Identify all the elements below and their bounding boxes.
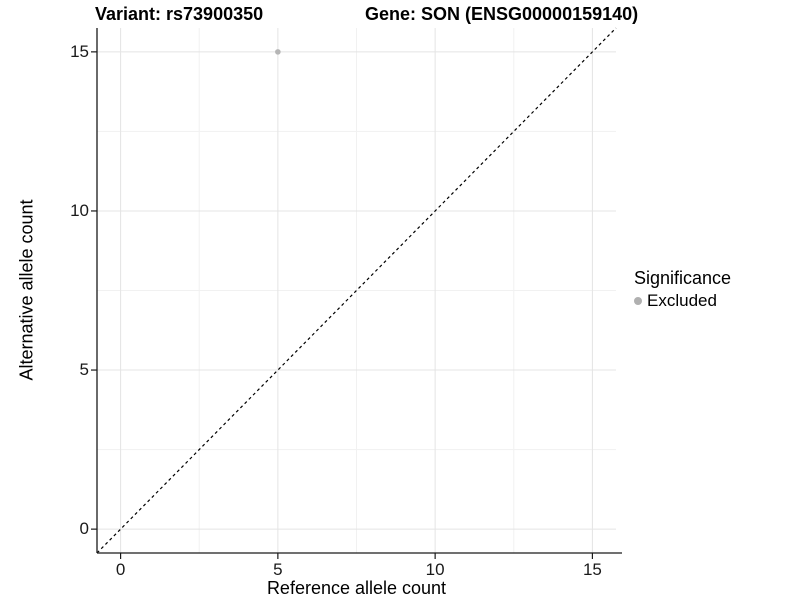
y-tick-label: 10 [70,200,89,220]
legend-title: Significance [634,268,732,288]
variant-title: Variant: rs73900350 [95,4,264,24]
y-tick-label: 5 [79,360,89,380]
x-tick-label: 0 [115,560,126,579]
legend: Significance Excluded [634,268,731,310]
x-axis-title: Reference allele count [266,578,447,598]
legend-entry-label: Excluded [647,291,717,310]
data-point-excluded [275,49,281,55]
x-tick-label: 5 [273,560,283,579]
legend-entry-excluded: Excluded [634,291,731,310]
y-tick-label: 15 [70,41,89,61]
x-tick-label: 10 [425,560,445,579]
gene-title: Gene: SON (ENSG00000159140) [365,4,639,24]
y-tick-label: 0 [79,519,89,539]
excluded-marker-icon [634,296,642,305]
x-tick-label: 15 [582,560,602,579]
y-axis-title: Alternative allele count [16,199,37,381]
